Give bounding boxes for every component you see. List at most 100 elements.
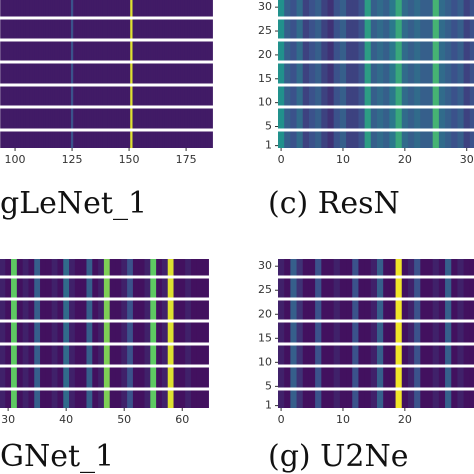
heatmap-column bbox=[364, 259, 372, 408]
heatmap-column bbox=[91, 0, 95, 148]
heatmap-column bbox=[451, 259, 459, 408]
heatmap-column bbox=[167, 259, 175, 408]
heatmap-column bbox=[50, 0, 54, 148]
y-tick-label: 30 bbox=[258, 0, 272, 13]
heatmap-column bbox=[187, 0, 191, 148]
heatmap-column bbox=[445, 0, 452, 148]
heatmap-column bbox=[148, 0, 152, 148]
heatmap-column bbox=[121, 259, 128, 408]
heatmap-column bbox=[23, 0, 26, 148]
heatmap-column bbox=[166, 0, 170, 148]
heatmap-column bbox=[180, 0, 184, 148]
heatmap-column bbox=[469, 0, 474, 148]
x-tick-label: 10 bbox=[336, 153, 350, 166]
heatmap-column bbox=[339, 259, 347, 408]
heatmap-column bbox=[370, 0, 378, 148]
heatmap-column bbox=[150, 259, 157, 408]
x-tick-label: 125 bbox=[62, 153, 83, 166]
heatmap-column bbox=[52, 0, 56, 148]
y-tick-label: 1 bbox=[265, 139, 272, 152]
panel-caption: (g) U2Ne bbox=[268, 439, 409, 474]
heatmap-column bbox=[290, 0, 298, 148]
y-tick-label: 10 bbox=[258, 355, 272, 368]
panel-caption: (c) ResN bbox=[268, 186, 400, 221]
heatmap-column bbox=[438, 259, 446, 408]
heatmap-column bbox=[103, 259, 111, 408]
heatmap-column bbox=[278, 259, 285, 408]
heatmap-column bbox=[207, 0, 211, 148]
heatmap-column bbox=[420, 0, 428, 148]
heatmap-column bbox=[420, 259, 428, 408]
y-tick-label: 5 bbox=[265, 120, 272, 133]
heatmap-column bbox=[389, 0, 397, 148]
x-tick-label: 20 bbox=[398, 413, 412, 426]
x-tick-label: 30 bbox=[1, 413, 15, 426]
heatmap-column bbox=[20, 0, 24, 148]
heatmap-column bbox=[157, 0, 161, 148]
heatmap-column bbox=[100, 0, 104, 148]
heatmap-column bbox=[43, 0, 47, 148]
heatmap-column bbox=[63, 259, 70, 408]
heatmap-column bbox=[130, 0, 134, 148]
heatmap-column bbox=[51, 259, 59, 408]
y-tick-label: 5 bbox=[265, 379, 272, 392]
heatmap-column bbox=[189, 0, 193, 148]
x-tick-label: 30 bbox=[460, 153, 474, 166]
heatmap-column bbox=[178, 0, 181, 148]
heatmap-column bbox=[2, 0, 6, 148]
heatmap-column bbox=[426, 0, 434, 148]
heatmap-column bbox=[64, 0, 67, 148]
x-tick-label: 150 bbox=[119, 153, 140, 166]
heatmap-column bbox=[27, 0, 31, 148]
heatmap-column bbox=[139, 0, 143, 148]
heatmap-column bbox=[352, 0, 360, 148]
heatmap-column bbox=[144, 259, 151, 408]
heatmap-column bbox=[321, 259, 329, 408]
y-tick-label: 25 bbox=[258, 283, 272, 296]
heatmap-column bbox=[93, 0, 97, 148]
heatmap-column bbox=[57, 0, 61, 148]
y-tick-label: 20 bbox=[258, 48, 272, 61]
heatmap-column bbox=[32, 0, 36, 148]
heatmap-column bbox=[401, 259, 409, 408]
heatmap-column bbox=[86, 259, 93, 408]
heatmap-column bbox=[155, 0, 159, 148]
heatmap-column bbox=[296, 259, 304, 408]
heatmap-column bbox=[185, 259, 192, 408]
heatmap-column bbox=[445, 259, 452, 408]
heatmap-column bbox=[45, 259, 53, 408]
heatmap-column bbox=[115, 259, 122, 408]
heatmap-column bbox=[308, 0, 316, 148]
x-tick-label: 0 bbox=[278, 413, 285, 426]
heatmap-column bbox=[114, 0, 118, 148]
heatmap-column bbox=[127, 259, 134, 408]
heatmap-column bbox=[302, 259, 310, 408]
heatmap-column bbox=[109, 0, 113, 148]
heatmap-column bbox=[364, 0, 372, 148]
heatmap-column bbox=[327, 259, 335, 408]
panel-caption: gLeNet_1 bbox=[0, 186, 147, 221]
heatmap-column bbox=[327, 0, 335, 148]
heatmap-column bbox=[116, 0, 120, 148]
heatmap-column bbox=[463, 259, 471, 408]
heatmap-column bbox=[86, 0, 90, 148]
x-tick-label: 60 bbox=[175, 413, 189, 426]
heatmap-column bbox=[80, 259, 88, 408]
heatmap-column bbox=[339, 0, 347, 148]
heatmap-column bbox=[96, 0, 99, 148]
heatmap-column bbox=[77, 0, 81, 148]
heatmap-column bbox=[321, 0, 329, 148]
heatmap-column bbox=[121, 0, 124, 148]
heatmap-column bbox=[278, 0, 285, 148]
heatmap-column bbox=[98, 259, 105, 408]
heatmap-column bbox=[29, 0, 33, 148]
heatmap-column bbox=[84, 0, 88, 148]
x-tick-label: 100 bbox=[5, 153, 26, 166]
heatmap-column bbox=[34, 0, 38, 148]
heatmap-column bbox=[191, 0, 195, 148]
heatmap-column bbox=[159, 0, 163, 148]
heatmap-column bbox=[73, 0, 77, 148]
heatmap-column bbox=[0, 259, 6, 408]
heatmap-column bbox=[395, 259, 403, 408]
